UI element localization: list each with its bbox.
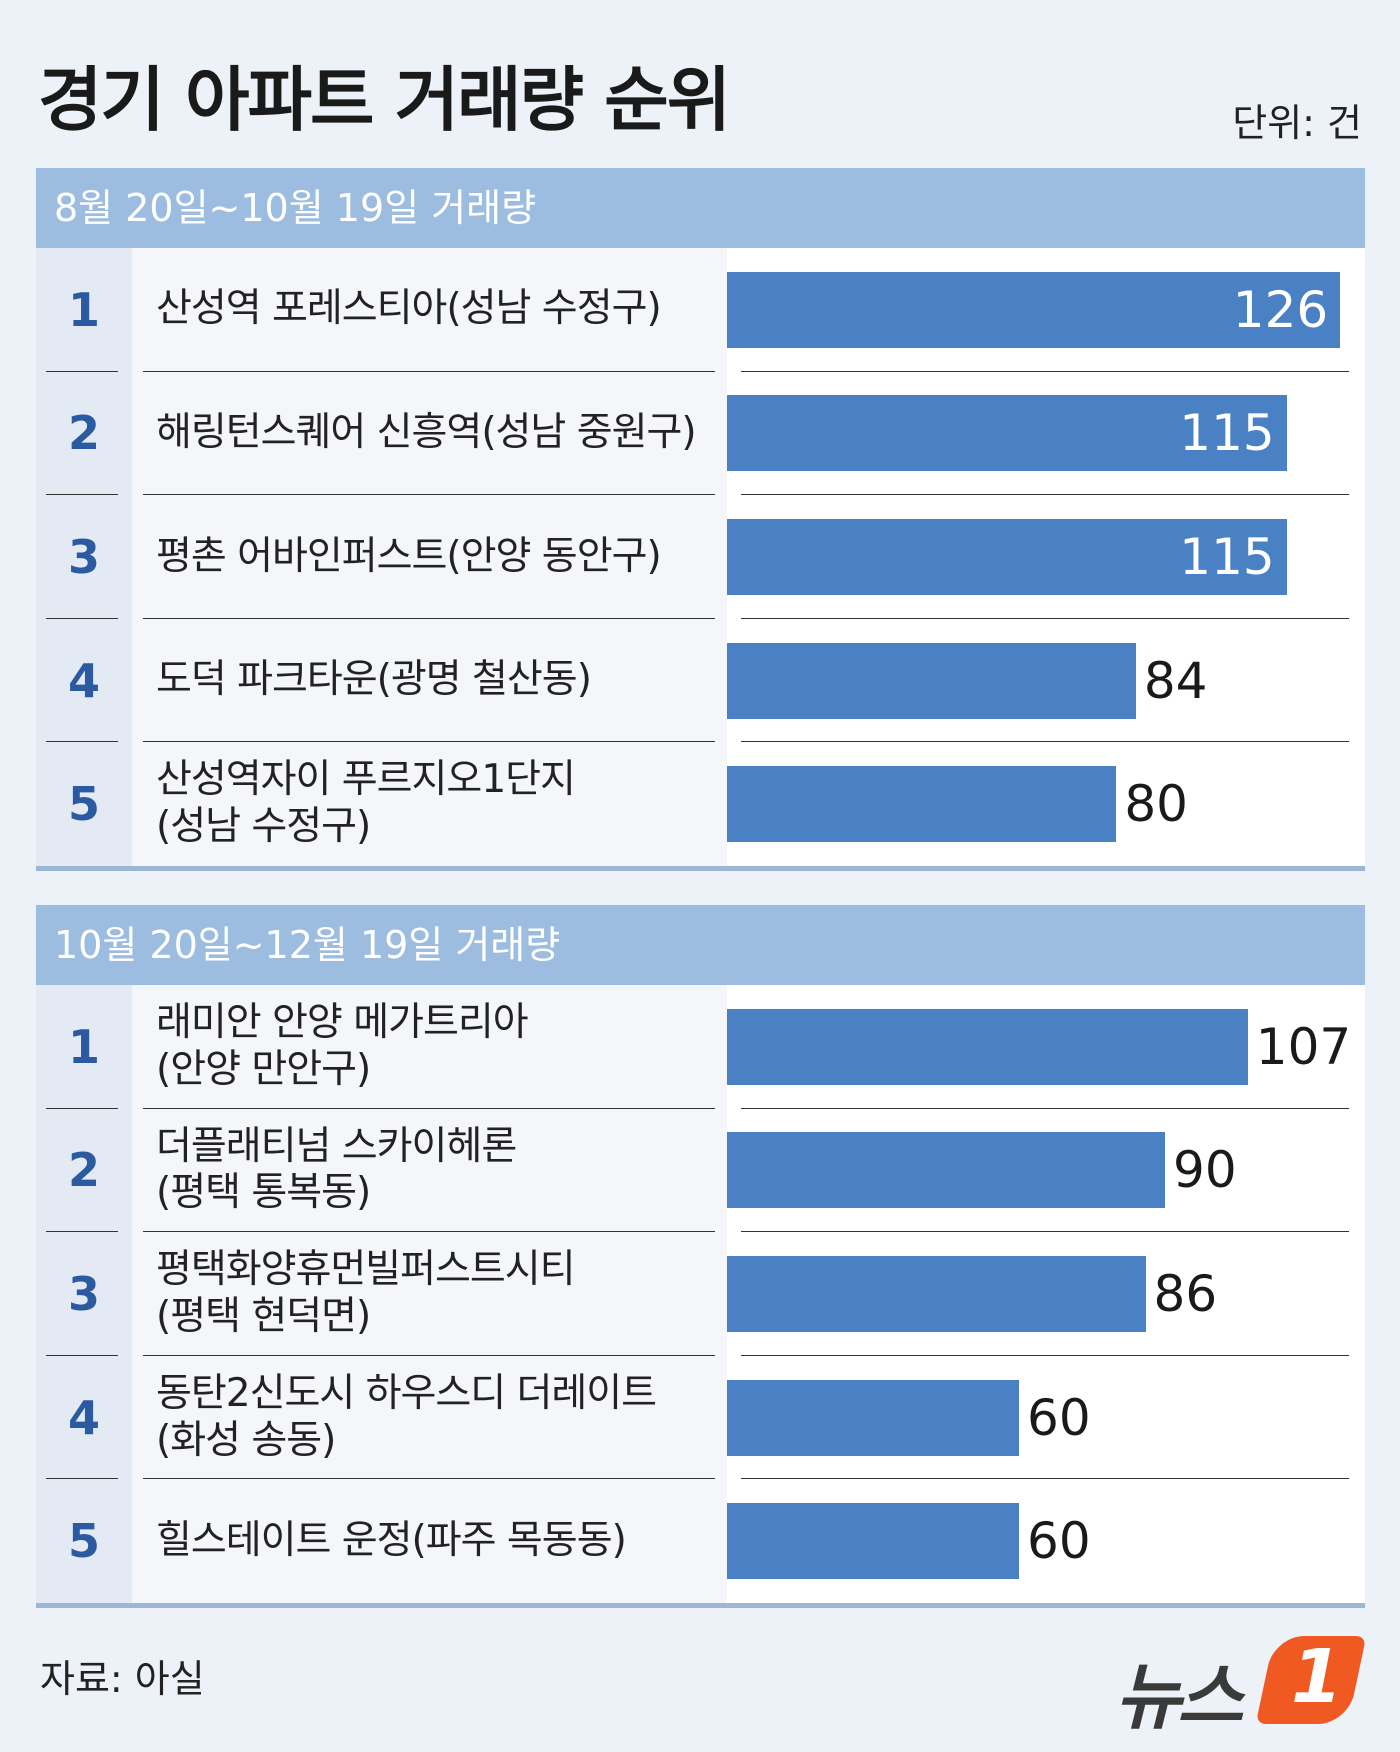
title: 경기 아파트 거래량 순위 <box>38 59 731 141</box>
apartment-name: 도덕 파크타운(광명 철산동) <box>132 618 727 743</box>
apartment-name: 평택화양휴먼빌퍼스트시티 (평택 현덕면) <box>132 1232 727 1356</box>
section-border <box>36 1603 1365 1608</box>
value-label: 80 <box>1124 775 1188 834</box>
apartment-name: 더플래티넘 스카이헤론 (평택 통복동) <box>132 1108 727 1233</box>
value-label: 86 <box>1153 1265 1218 1323</box>
section-header: 10월 20일~12월 19일 거래량 <box>36 905 1365 985</box>
bar <box>727 766 1117 843</box>
value-label: 107 <box>1255 1017 1352 1076</box>
rank: 1 <box>36 985 132 1109</box>
logo: 뉴스 1 <box>1115 1630 1367 1739</box>
bar <box>727 1503 1020 1580</box>
section-border <box>36 866 1365 871</box>
rank: 4 <box>36 1355 132 1480</box>
bar <box>727 519 1287 595</box>
apartment-name: 동탄2신도시 하우스디 더레이트 (화성 송동) <box>132 1355 727 1480</box>
apartment-name: 산성역자이 푸르지오1단지 (성남 수정구) <box>132 742 727 866</box>
source: 자료: 아실 <box>40 1657 205 1701</box>
logo-number: 1 <box>1291 1634 1343 1720</box>
bar <box>727 1379 1020 1456</box>
apartment-name: 해링턴스퀘어 신흥역(성남 중원구) <box>132 371 727 496</box>
bar <box>727 642 1136 719</box>
logo-name: 뉴스 <box>1115 1655 1244 1739</box>
rank: 2 <box>36 371 132 496</box>
unit: 단위: 건 <box>1232 101 1362 145</box>
rank: 1 <box>36 248 132 372</box>
bar <box>727 271 1341 348</box>
section-header: 8월 20일~10월 19일 거래량 <box>36 168 1365 248</box>
rank: 3 <box>36 495 132 619</box>
rank: 5 <box>36 742 132 866</box>
value-label: 126 <box>1232 280 1329 339</box>
value-label: 60 <box>1027 1512 1091 1571</box>
value-label: 115 <box>1179 528 1275 586</box>
value-label: 90 <box>1173 1141 1237 1200</box>
bar <box>727 395 1287 472</box>
rank: 3 <box>36 1232 132 1356</box>
bar <box>727 1256 1146 1332</box>
rank: 4 <box>36 618 132 743</box>
apartment-name: 래미안 안양 메가트리아 (안양 만안구) <box>132 985 727 1109</box>
apartment-name: 평촌 어바인퍼스트(안양 동안구) <box>132 495 727 619</box>
apartment-name: 산성역 포레스티아(성남 수정구) <box>132 248 727 372</box>
value-label: 115 <box>1179 404 1275 463</box>
value-label: 60 <box>1027 1388 1091 1447</box>
bar <box>727 1008 1248 1085</box>
rank: 5 <box>36 1479 132 1603</box>
bar <box>727 1132 1166 1209</box>
apartment-name: 힐스테이트 운정(파주 목동동) <box>132 1479 727 1603</box>
value-label: 84 <box>1143 651 1208 710</box>
rank: 2 <box>36 1108 132 1233</box>
